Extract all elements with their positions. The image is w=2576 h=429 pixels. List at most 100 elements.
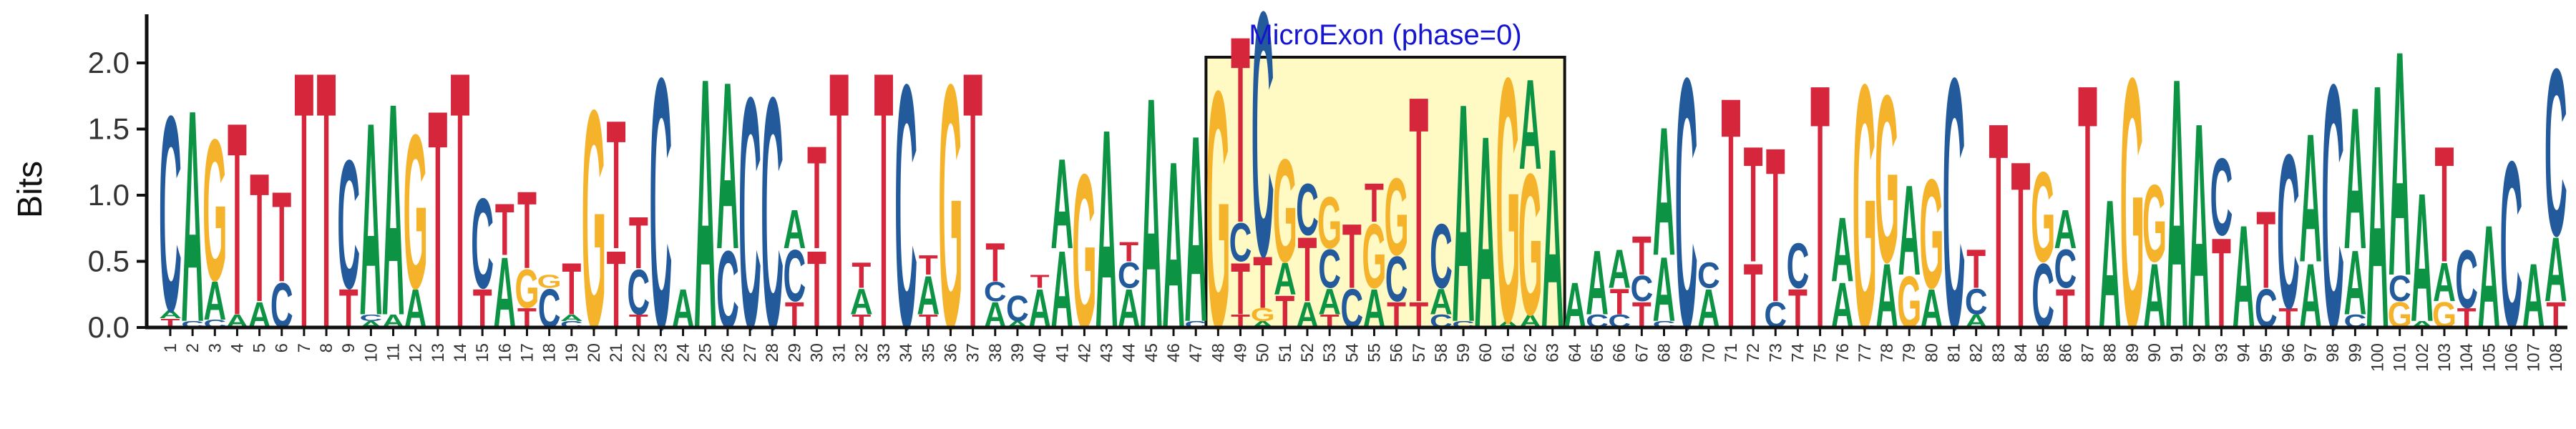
logo-letter-pos3-A-1: A: [203, 270, 226, 332]
logo-letter-pos53-A-1: A: [1318, 282, 1341, 322]
logo-letter-pos22-C-1: C: [627, 257, 650, 328]
logo-letter-pos49-C-2: C: [1229, 212, 1252, 274]
logo-letter-pos70-C-1: C: [1697, 255, 1720, 296]
x-tick-label: 38: [986, 343, 1005, 363]
x-tick-label: 27: [741, 343, 760, 363]
logo-letter-pos44-C-1: C: [1118, 255, 1141, 296]
x-tick-label: 30: [808, 343, 827, 363]
logo-letter-pos63-A-0: A: [1541, 96, 1564, 383]
x-tick-label: 106: [2502, 343, 2521, 372]
logo-letter-pos56-G-2: G: [1385, 156, 1409, 280]
logo-letter-pos28-C-0: C: [761, 29, 784, 398]
logo-letter-pos34-C-0: C: [894, 12, 917, 402]
x-tick-label: 10: [361, 343, 381, 363]
x-tick-label: 22: [629, 343, 648, 363]
logo-letter-pos35-T-2: T: [919, 250, 938, 281]
logo-letter-pos80-G-1: G: [1919, 147, 1943, 322]
logo-letter-pos44-T-2: T: [1119, 237, 1138, 267]
logo-letter-pos32-A-1: A: [850, 282, 873, 322]
logo-letter-pos55-G-1: G: [1362, 205, 1386, 307]
y-tick-label: 0.0: [88, 310, 130, 344]
logo-letter-pos83-T-0: T: [1989, 61, 2008, 390]
logo-letter-pos17-G-1: G: [514, 258, 539, 320]
logo-letter-pos29-C-1: C: [783, 234, 806, 317]
logo-letter-pos37-T-0: T: [963, 0, 982, 406]
logo-letter-pos89-G-0: G: [2120, 4, 2145, 404]
logo-letter-pos31-T-0: T: [829, 0, 849, 406]
x-tick-label: 35: [919, 343, 938, 363]
logo-letter-pos67-T-2: T: [1632, 225, 1652, 287]
logo-letter-pos36-G-0: G: [938, 12, 962, 402]
logo-letter-pos7-T-0: T: [294, 0, 313, 406]
x-tick-label: 25: [696, 343, 716, 363]
logo-letter-pos104-C-1: C: [2455, 233, 2478, 326]
logo-letter-pos17-T-2: T: [517, 169, 537, 292]
x-tick-label: 34: [897, 343, 916, 363]
x-tick-label: 33: [874, 343, 894, 363]
logo-letter-pos84-T-0: T: [2011, 112, 2031, 379]
axes: 0.00.51.01.52.01 2 3 4 5 6 7 8 9 10 11 12 13 14 15 16 17…: [88, 14, 2567, 372]
logo-letter-pos29-A-2: A: [783, 199, 806, 260]
logo-letter-pos33-T-0: T: [874, 0, 894, 406]
x-tick-label: 107: [2524, 343, 2544, 372]
x-tick-label: 99: [2346, 343, 2365, 363]
x-tick-label: 47: [1186, 343, 1206, 363]
x-tick-label: 1: [161, 343, 180, 352]
x-tick-label: 74: [1788, 343, 1807, 363]
logo-letter-pos39-C-1: C: [1006, 289, 1029, 330]
logo-letter-pos23-C-0: C: [650, 4, 673, 404]
x-tick-label: 39: [1008, 343, 1028, 363]
x-tick-label: 71: [1722, 343, 1741, 363]
logo-letter-pos51-G-2: G: [1273, 129, 1297, 293]
logo-letter-pos73-T-1: T: [1766, 102, 1785, 347]
x-tick-label: 69: [1677, 343, 1697, 363]
x-tick-label: 6: [273, 343, 292, 352]
logo-letter-pos86-C-1: C: [2054, 239, 2077, 300]
logo-letter-pos9-C-1: C: [337, 122, 360, 327]
x-tick-label: 98: [2323, 343, 2343, 363]
logo-letter-pos66-T-1: T: [1610, 282, 1629, 322]
logo-letter-pos62-A-2: A: [1519, 52, 1542, 197]
logo-letter-pos90-G-1: G: [2142, 162, 2167, 286]
logo-letter-pos108-A-1: A: [2545, 219, 2567, 321]
x-tick-label: 49: [1231, 343, 1251, 363]
y-tick-label: 2.0: [88, 46, 130, 79]
x-tick-label: 64: [1566, 343, 1585, 363]
x-tick-label: 66: [1610, 343, 1629, 363]
x-tick-label: 2: [183, 343, 203, 352]
x-tick-label: 84: [2011, 343, 2031, 363]
x-tick-label: 14: [451, 343, 470, 363]
logo-letter-pos8-T-0: T: [317, 0, 336, 406]
x-tick-label: 56: [1387, 343, 1407, 363]
logo-letter-pos18-G-1: G: [537, 271, 562, 292]
x-tick-label: 18: [540, 343, 560, 363]
x-tick-label: 13: [429, 343, 448, 363]
x-tick-label: 19: [562, 343, 582, 363]
logo-letter-pos86-A-2: A: [2054, 199, 2077, 260]
x-tick-label: 16: [495, 343, 514, 363]
x-tick-label: 36: [941, 343, 960, 363]
x-tick-label: 97: [2301, 343, 2321, 363]
logo-letter-pos52-C-2: C: [1296, 168, 1319, 251]
x-tick-label: 50: [1254, 343, 1273, 363]
x-tick-label: 82: [1967, 343, 1986, 363]
logo-letter-pos77-G-0: G: [1853, 12, 1877, 402]
x-tick-label: 3: [205, 343, 225, 352]
logo-letter-pos91-A-0: A: [2165, 4, 2188, 404]
x-tick-label: 5: [250, 343, 270, 352]
logo-letter-pos56-C-1: C: [1385, 244, 1408, 315]
logo-letter-pos4-T-1: T: [228, 66, 247, 373]
logo-letter-pos55-T-2: T: [1365, 172, 1384, 234]
logo-letter-pos15-C-1: C: [471, 171, 494, 315]
x-tick-label: 88: [2101, 343, 2120, 363]
x-tick-label: 58: [1432, 343, 1451, 363]
logo-letter-pos58-A-1: A: [1430, 282, 1453, 322]
logo-letter-pos10-A-2: A: [359, 66, 382, 373]
logo-letter-pos51-A-1: A: [1274, 252, 1297, 304]
x-tick-label: 78: [1878, 343, 1897, 363]
logo-letter-pos19-T-2: T: [562, 247, 581, 330]
logo-letter-pos81-C-0: C: [1943, 4, 1966, 404]
logo-letter-pos57-T-1: T: [1409, 34, 1428, 363]
logo-letter-pos72-T-1: T: [1744, 112, 1763, 297]
x-tick-label: 87: [2078, 343, 2097, 363]
